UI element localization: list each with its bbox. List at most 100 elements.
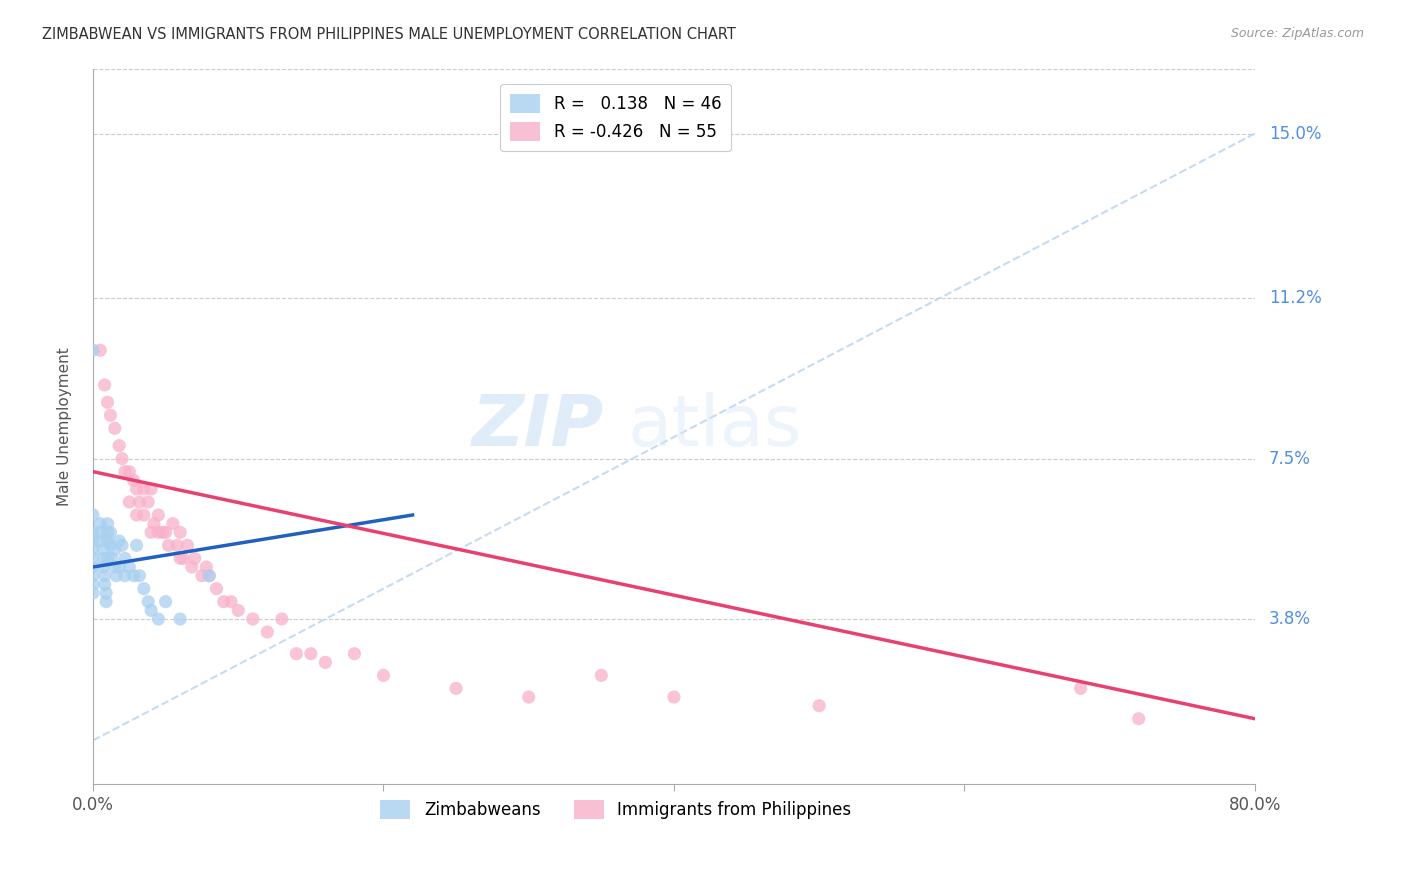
Point — [82, 508, 104, 522]
Point — [100, 525, 122, 540]
Text: 3.8%: 3.8% — [1268, 610, 1310, 628]
Point — [314, 656, 336, 670]
Point — [155, 595, 177, 609]
Point — [82, 577, 104, 591]
Point — [100, 409, 122, 423]
Point — [96, 533, 118, 548]
Point — [82, 343, 104, 358]
Point — [94, 595, 117, 609]
Point — [242, 612, 264, 626]
Point — [93, 577, 115, 591]
Point — [136, 495, 159, 509]
Point — [122, 473, 145, 487]
Point — [82, 568, 104, 582]
Point — [114, 568, 136, 582]
Point — [82, 542, 104, 557]
Point — [205, 582, 228, 596]
Point — [517, 690, 540, 704]
Point — [198, 568, 221, 582]
Point — [128, 495, 150, 509]
Point — [155, 525, 177, 540]
Point — [125, 538, 148, 552]
Point — [136, 595, 159, 609]
Point — [139, 525, 162, 540]
Point — [1070, 681, 1092, 696]
Text: 15.0%: 15.0% — [1268, 125, 1322, 143]
Point — [169, 551, 191, 566]
Point — [1128, 712, 1150, 726]
Point — [373, 668, 395, 682]
Point — [104, 560, 127, 574]
Text: 7.5%: 7.5% — [1268, 450, 1310, 467]
Text: ZIP: ZIP — [472, 392, 605, 460]
Point — [128, 568, 150, 582]
Point — [82, 525, 104, 540]
Point — [125, 508, 148, 522]
Point — [104, 421, 127, 435]
Point — [118, 465, 141, 479]
Point — [111, 538, 134, 552]
Point — [256, 625, 278, 640]
Point — [118, 560, 141, 574]
Point — [96, 551, 118, 566]
Point — [101, 551, 124, 566]
Point — [96, 395, 118, 409]
Point — [82, 533, 104, 548]
Point — [176, 538, 198, 552]
Point — [111, 451, 134, 466]
Point — [226, 603, 249, 617]
Point — [89, 516, 111, 531]
Point — [89, 343, 111, 358]
Point — [105, 568, 128, 582]
Point — [91, 551, 114, 566]
Point — [285, 647, 308, 661]
Point — [125, 482, 148, 496]
Point — [122, 568, 145, 582]
Text: Source: ZipAtlas.com: Source: ZipAtlas.com — [1230, 27, 1364, 40]
Point — [299, 647, 322, 661]
Point — [172, 551, 194, 566]
Point — [89, 533, 111, 548]
Point — [166, 538, 188, 552]
Point — [96, 525, 118, 540]
Point — [132, 508, 155, 522]
Point — [180, 560, 202, 574]
Point — [118, 495, 141, 509]
Point — [114, 465, 136, 479]
Point — [108, 560, 131, 574]
Point — [591, 668, 613, 682]
Point — [82, 586, 104, 600]
Text: atlas: atlas — [627, 392, 801, 460]
Text: ZIMBABWEAN VS IMMIGRANTS FROM PHILIPPINES MALE UNEMPLOYMENT CORRELATION CHART: ZIMBABWEAN VS IMMIGRANTS FROM PHILIPPINE… — [42, 27, 737, 42]
Point — [198, 568, 221, 582]
Point — [82, 551, 104, 566]
Point — [212, 595, 235, 609]
Point — [148, 612, 170, 626]
Point — [89, 525, 111, 540]
Text: 11.2%: 11.2% — [1268, 289, 1322, 307]
Y-axis label: Male Unemployment: Male Unemployment — [58, 347, 72, 506]
Point — [808, 698, 831, 713]
Point — [94, 586, 117, 600]
Point — [162, 516, 184, 531]
Point — [114, 551, 136, 566]
Point — [662, 690, 685, 704]
Point — [139, 603, 162, 617]
Point — [100, 538, 122, 552]
Point — [132, 582, 155, 596]
Point — [148, 525, 170, 540]
Point — [169, 612, 191, 626]
Point — [104, 542, 127, 557]
Point — [143, 516, 166, 531]
Point — [444, 681, 467, 696]
Point — [157, 538, 180, 552]
Point — [96, 516, 118, 531]
Point — [148, 508, 170, 522]
Legend: Zimbabweans, Immigrants from Philippines: Zimbabweans, Immigrants from Philippines — [374, 793, 858, 825]
Point — [91, 560, 114, 574]
Point — [270, 612, 292, 626]
Point — [343, 647, 366, 661]
Point — [195, 560, 218, 574]
Point — [152, 525, 174, 540]
Point — [91, 542, 114, 557]
